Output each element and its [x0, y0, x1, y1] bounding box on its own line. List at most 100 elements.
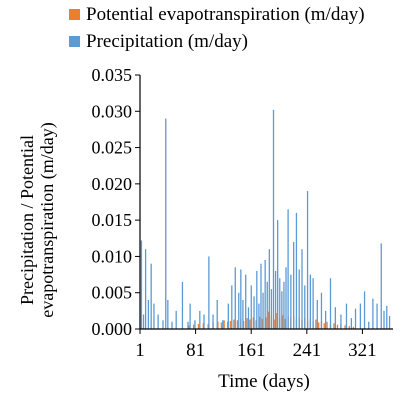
- precipitation-bar: [234, 267, 236, 329]
- pet-bar: [217, 321, 219, 329]
- pet-bar: [246, 318, 248, 329]
- precipitation-bar: [242, 299, 244, 329]
- precipitation-bar: [380, 243, 382, 329]
- precipitation-bar: [290, 274, 292, 329]
- y-tick-label: 0.030: [92, 101, 133, 121]
- precipitation-bar: [162, 320, 164, 329]
- y-tick-label: 0.005: [92, 283, 133, 303]
- pet-bar: [258, 316, 261, 329]
- precipitation-bar: [324, 310, 327, 329]
- precipitation-bar: [309, 274, 311, 329]
- precipitation-bar: [354, 308, 357, 329]
- precipitation-bar: [295, 212, 298, 329]
- pet-bar: [344, 325, 346, 329]
- pet-bar: [261, 318, 264, 329]
- pet-bar: [284, 318, 286, 329]
- precipitation-bar: [216, 299, 218, 329]
- precipitation-bar: [258, 303, 260, 329]
- precipitation-bar: [345, 303, 348, 329]
- precipitation-bar: [238, 292, 240, 329]
- legend-swatch-precipitation: [69, 36, 80, 47]
- precipitation-bar: [285, 267, 287, 329]
- y-tick-label: 0.025: [92, 138, 133, 158]
- pet-bar: [323, 323, 325, 329]
- precipitation-bar: [147, 299, 150, 329]
- precipitation-bar: [372, 298, 374, 329]
- legend-label-pet: Potential evapotranspiration (m/day): [86, 4, 365, 25]
- precipitation-bar: [350, 318, 352, 329]
- precipitation-bar: [262, 292, 264, 329]
- y-tick-label: 0.010: [92, 246, 133, 266]
- pet-bar: [267, 311, 270, 329]
- precipitation-bar: [199, 310, 201, 329]
- precipitation-bar: [320, 292, 323, 329]
- legend-label-precipitation: Precipitation (m/day): [86, 31, 248, 52]
- precipitation-bar: [279, 278, 281, 329]
- pet-bar: [318, 322, 320, 329]
- precipitation-bar: [142, 314, 145, 329]
- precipitation-bar: [212, 314, 214, 329]
- x-tick-label: 321: [348, 340, 377, 361]
- pet-bar: [197, 323, 200, 329]
- x-tick-label: 1: [135, 340, 145, 361]
- axes: 0.000 0.005 0.010 0.015 0.020 0.025 0.030 0.035…: [92, 65, 393, 361]
- precipitation-bar: [144, 249, 147, 329]
- precipitation-bar: [157, 314, 159, 329]
- precipitation-bar: [260, 263, 262, 329]
- precipitation-bar: [253, 296, 255, 329]
- pet-bar: [276, 313, 278, 329]
- x-tick-label: 81: [186, 340, 205, 361]
- precipitation-bar: [298, 269, 300, 329]
- precipitation-bar: [340, 314, 342, 329]
- precipitation-bar: [359, 303, 362, 329]
- pet-bar: [223, 320, 225, 329]
- pet-bar: [192, 324, 195, 329]
- precipitation-bar: [153, 303, 155, 329]
- precipitation-bar: [245, 274, 247, 329]
- pet-bar: [315, 319, 317, 329]
- pet-bar: [202, 323, 204, 329]
- y-tick-label: 0.000: [92, 319, 133, 339]
- precipitation-bar: [274, 270, 277, 329]
- precipitation-bar: [301, 249, 303, 329]
- precipitation-bar: [272, 109, 275, 329]
- precipitation-bar: [175, 310, 177, 329]
- precipitation-bar: [386, 305, 388, 329]
- pet-bar: [236, 320, 239, 329]
- precipitation-bar: [187, 321, 189, 329]
- precipitation-bar: [266, 281, 268, 329]
- pet-bar: [352, 326, 355, 329]
- pet-bar: [188, 325, 190, 329]
- legend-swatch-pet: [69, 9, 80, 20]
- precipitation-bar: [256, 270, 258, 329]
- pet-bar: [249, 319, 251, 329]
- pet-bar: [220, 322, 223, 329]
- pet-bar: [336, 324, 339, 329]
- pet-bar: [233, 319, 235, 329]
- precipitation-bar: [329, 278, 332, 329]
- precipitation-bar: [304, 285, 306, 329]
- pet-bar: [281, 315, 284, 329]
- precipitation-bar: [287, 209, 289, 329]
- precipitation-bar: [150, 263, 152, 329]
- precipitation-bar: [165, 118, 167, 329]
- pet-bar: [252, 317, 254, 329]
- precipitation-bar: [376, 303, 378, 329]
- legend-item-precipitation: Precipitation (m/day): [69, 32, 248, 51]
- pet-bar: [333, 323, 335, 329]
- precipitation-bar: [316, 299, 318, 329]
- precipitation-bar: [247, 307, 250, 329]
- pet-bar: [326, 321, 328, 329]
- precipitation-bar: [250, 285, 252, 329]
- precipitation-bar: [283, 281, 285, 329]
- precipitation-bar: [270, 289, 273, 329]
- precipitation-bar: [203, 314, 205, 329]
- precipitation-bar: [277, 220, 279, 329]
- precipitation-bar: [383, 310, 385, 329]
- legend-item-pet: Potential evapotranspiration (m/day): [69, 5, 365, 24]
- precipitation-bar: [281, 291, 283, 329]
- precipitation-bar: [231, 285, 233, 329]
- precipitation-bar: [140, 240, 143, 329]
